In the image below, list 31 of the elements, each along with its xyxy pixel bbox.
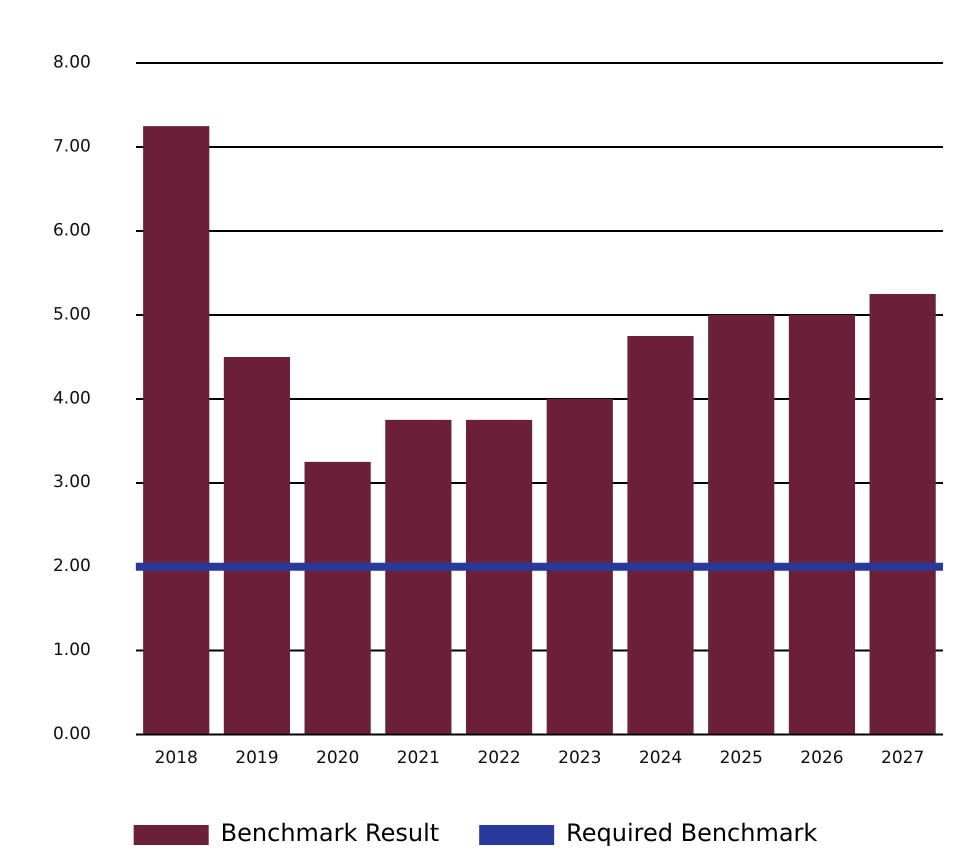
bar	[385, 420, 452, 734]
y-tick-label: 5.00	[52, 304, 91, 324]
y-tick-label: 7.00	[52, 136, 91, 157]
y-tick-label: 6.00	[52, 220, 91, 240]
x-tick-label: 2023	[558, 748, 602, 768]
bar	[143, 126, 210, 734]
bar	[627, 336, 694, 734]
x-tick-label: 2020	[316, 748, 360, 768]
y-tick-label: 3.00	[52, 472, 91, 492]
bar	[788, 314, 856, 734]
y-tick-label: 8.00	[52, 52, 91, 73]
x-tick-label: 2026	[800, 748, 844, 768]
x-tick-label: 2024	[638, 748, 682, 768]
x-tick-label: 2018	[154, 748, 198, 768]
x-tick-label: 2022	[477, 748, 521, 768]
y-tick-label: 4.00	[52, 388, 91, 408]
bar	[304, 462, 371, 734]
bar	[870, 294, 936, 734]
bar	[466, 420, 532, 734]
x-tick-label: 2025	[720, 748, 763, 768]
bar	[546, 398, 613, 734]
bar	[224, 356, 290, 734]
y-tick-label: 0.00	[52, 724, 91, 744]
legend-label: Benchmark Result	[220, 819, 440, 848]
legend-label: Required Benchmark	[566, 819, 818, 848]
x-tick-label: 2027	[881, 748, 924, 768]
x-tick-label: 2021	[396, 748, 440, 768]
y-tick-label: 2.00	[52, 556, 91, 576]
x-tick-label: 2019	[235, 748, 279, 768]
bar	[708, 314, 774, 734]
y-tick-label: 1.00	[52, 640, 91, 660]
